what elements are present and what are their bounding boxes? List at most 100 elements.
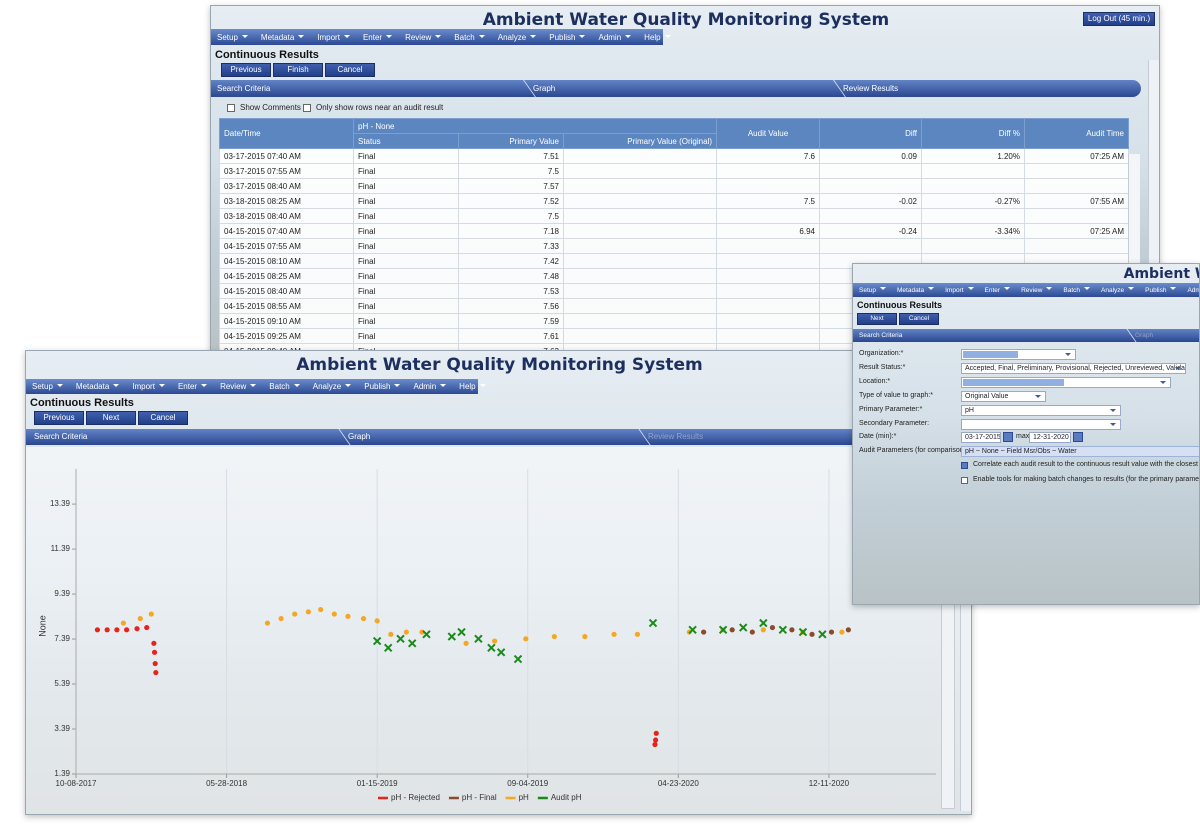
table-row[interactable]: 04-15-2015 07:40 AM Final 7.18 6.94 -0.24 -3.… xyxy=(219,223,1129,239)
select[interactable]: Accepted, Final, Preliminary, Provisiona… xyxy=(961,363,1186,374)
audit-select[interactable]: pH ~ None ~ Field Msr/Obs ~ Water xyxy=(961,446,1199,457)
data-point xyxy=(701,629,707,635)
select[interactable]: Original Value xyxy=(961,391,1046,402)
data-point xyxy=(729,627,735,633)
table-row[interactable]: 03-17-2015 07:40 AM Final 7.51 7.6 0.09 1.20%… xyxy=(219,148,1129,164)
table-row[interactable]: 04-15-2015 08:10 AM Final 7.42 xyxy=(219,253,1129,269)
menu-item[interactable]: Batch xyxy=(1063,287,1090,294)
select[interactable]: pH xyxy=(961,405,1121,416)
calendar-icon[interactable] xyxy=(1003,432,1013,442)
table-row[interactable]: 03-17-2015 07:55 AM Final 7.5 xyxy=(219,163,1129,179)
original-cell xyxy=(563,193,717,209)
table-row[interactable]: 03-18-2015 08:25 AM Final 7.52 7.5 -0.02 -0.2… xyxy=(219,193,1129,209)
value-cell: 7.56 xyxy=(458,298,564,314)
menu-item[interactable]: Batch xyxy=(269,382,299,391)
data-point xyxy=(653,737,659,743)
graph-window: 10-08-2017 05-28-2018 01-15-2019 09-04-2019… xyxy=(25,350,972,815)
menu-item[interactable]: Import xyxy=(132,382,165,391)
data-point xyxy=(582,633,588,640)
menu-bar: Setup Metadata Import Enter Review Batch Analy… xyxy=(26,379,478,394)
field-label: Audit Parameters (for comparison): xyxy=(859,447,968,454)
menu-item[interactable]: Enter xyxy=(985,287,1011,294)
checkbox[interactable] xyxy=(303,104,311,112)
menu-item[interactable]: Publish xyxy=(549,33,585,42)
button[interactable]: Next xyxy=(86,411,136,425)
menu-item[interactable]: Enter xyxy=(178,382,207,391)
status-cell: Final xyxy=(353,268,459,284)
data-point xyxy=(374,618,380,624)
menu-item[interactable]: Review xyxy=(220,382,256,391)
datetime-cell: 03-17-2015 07:55 AM xyxy=(219,163,354,179)
menu-item[interactable]: Help xyxy=(644,33,670,42)
step[interactable]: Search Criteria xyxy=(34,432,88,441)
menu-item[interactable]: Publish xyxy=(1145,287,1176,294)
x-tick-label: 01-15-2019 xyxy=(357,779,398,788)
date-input[interactable]: 03-17-2015 xyxy=(961,432,1001,443)
steps-bar: Search Criteria Graph Review Results xyxy=(26,429,956,445)
checkbox[interactable] xyxy=(961,477,968,484)
step[interactable]: Review Results xyxy=(843,84,899,93)
step[interactable]: Search Criteria xyxy=(217,84,271,93)
menu-item[interactable]: Analyze xyxy=(1101,287,1134,294)
data-point xyxy=(120,620,126,626)
audit-value-cell xyxy=(716,283,820,299)
button[interactable]: Cancel xyxy=(899,313,939,325)
menu-item[interactable]: Admin xyxy=(1187,287,1199,294)
menu-item[interactable]: Batch xyxy=(454,33,484,42)
button[interactable]: Finish xyxy=(273,63,323,77)
data-point xyxy=(114,627,120,633)
logout-button[interactable]: Log Out (45 min.) xyxy=(1083,12,1155,26)
field-label: Primary Parameter:* xyxy=(859,406,923,413)
step[interactable]: Graph xyxy=(533,84,556,93)
button[interactable]: Previous xyxy=(221,63,271,77)
menu-item[interactable]: Import xyxy=(945,287,973,294)
step[interactable]: Search Criteria xyxy=(859,332,903,339)
status-cell: Final xyxy=(353,163,459,179)
audit-value-cell xyxy=(716,328,820,344)
menu-item[interactable]: Import xyxy=(317,33,350,42)
menu-item[interactable]: Metadata xyxy=(76,382,119,391)
table-row[interactable]: 03-17-2015 08:40 AM Final 7.57 xyxy=(219,178,1129,194)
select[interactable] xyxy=(961,349,1076,360)
diff-cell: 0.09 xyxy=(819,148,922,164)
step[interactable]: Graph xyxy=(1135,332,1154,339)
button[interactable]: Previous xyxy=(34,411,84,425)
button[interactable]: Cancel xyxy=(325,63,375,77)
audit-value-cell xyxy=(716,268,820,284)
diff-pct-cell xyxy=(921,163,1025,179)
datetime-cell: 04-15-2015 08:10 AM xyxy=(219,253,354,269)
select[interactable] xyxy=(961,377,1171,388)
checkbox[interactable] xyxy=(227,104,235,112)
table-row[interactable]: 04-15-2015 07:55 AM Final 7.33 xyxy=(219,238,1129,254)
menu-item[interactable]: Analyze xyxy=(498,33,536,42)
select[interactable] xyxy=(961,419,1121,430)
status-cell: Final xyxy=(353,178,459,194)
value-cell: 7.57 xyxy=(458,178,564,194)
date-input[interactable]: 12-31-2020 xyxy=(1029,432,1071,443)
step[interactable]: Review Results xyxy=(648,432,704,441)
button[interactable]: Next xyxy=(857,313,897,325)
calendar-icon[interactable] xyxy=(1073,432,1083,442)
datetime-cell: 03-17-2015 07:40 AM xyxy=(219,148,354,164)
audit-point xyxy=(798,627,808,637)
menu-item[interactable]: Help xyxy=(459,382,485,391)
button[interactable]: Cancel xyxy=(138,411,188,425)
checkbox[interactable] xyxy=(961,462,968,469)
menu-item[interactable]: Metadata xyxy=(261,33,304,42)
original-cell xyxy=(563,223,717,239)
menu-item[interactable]: Setup xyxy=(217,33,248,42)
menu-item[interactable]: Enter xyxy=(363,33,392,42)
menu-item[interactable]: Review xyxy=(405,33,441,42)
menu-item[interactable]: Admin xyxy=(413,382,446,391)
menu-item[interactable]: Setup xyxy=(859,287,886,294)
step[interactable]: Graph xyxy=(348,432,371,441)
menu-item[interactable]: Review xyxy=(1021,287,1052,294)
menu-item[interactable]: Metadata xyxy=(897,287,934,294)
menu-item[interactable]: Analyze xyxy=(313,382,351,391)
table-row[interactable]: 03-18-2015 08:40 AM Final 7.5 xyxy=(219,208,1129,224)
menu-item[interactable]: Setup xyxy=(32,382,63,391)
column-header: Primary Value (Original) xyxy=(563,133,717,149)
menu-item[interactable]: Publish xyxy=(364,382,400,391)
menu-item[interactable]: Admin xyxy=(598,33,631,42)
column-header: Audit Value xyxy=(716,118,820,149)
